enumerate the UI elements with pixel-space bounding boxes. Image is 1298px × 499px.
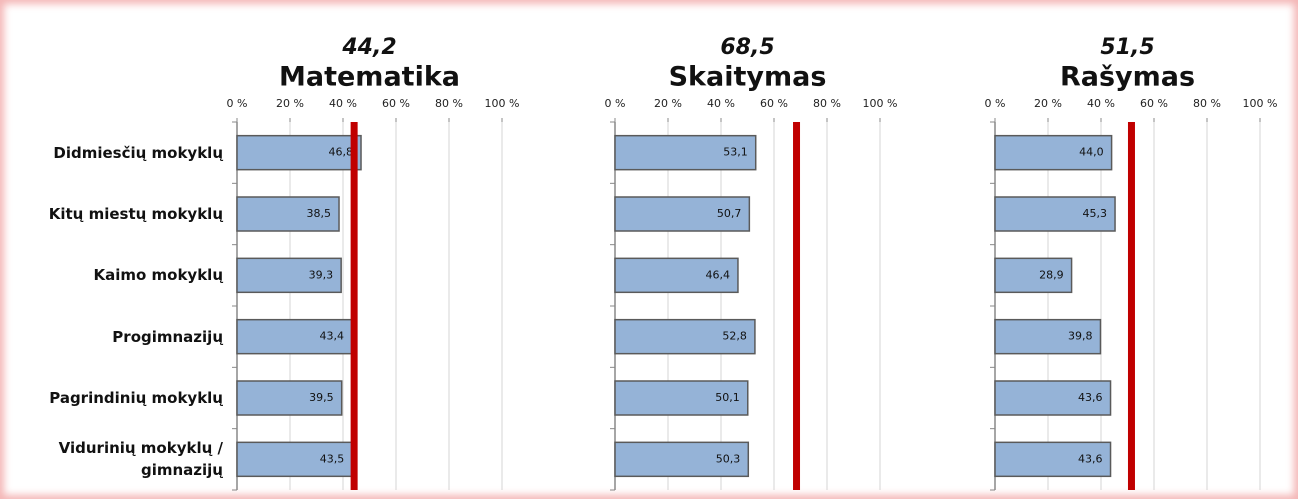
bar xyxy=(236,196,340,232)
value-label: 50,7 xyxy=(717,207,742,220)
value-label: 43,4 xyxy=(320,330,345,343)
value-label: 44,0 xyxy=(1079,146,1104,159)
category-label: Didmiesčių mokyklų xyxy=(53,143,223,162)
reference-label: 51,5 xyxy=(1100,35,1154,60)
bar xyxy=(994,380,1112,416)
x-tick-label: 100 % xyxy=(1243,97,1278,110)
category-label: Vidurinių mokyklų / gimnazijų xyxy=(58,439,223,480)
reference-label: 68,5 xyxy=(720,35,774,60)
category-label: Kaimo mokyklų xyxy=(93,266,223,285)
value-label: 28,9 xyxy=(1039,268,1064,281)
bar xyxy=(236,318,353,355)
value-label: 39,3 xyxy=(309,268,334,281)
bar xyxy=(614,441,750,478)
bar xyxy=(236,380,343,416)
value-label: 43,6 xyxy=(1078,452,1103,465)
value-label: 43,6 xyxy=(1078,391,1103,404)
x-tick-label: 60 % xyxy=(382,97,410,110)
bar xyxy=(236,257,342,294)
value-label: 52,8 xyxy=(722,330,747,343)
x-tick-label: 20 % xyxy=(1034,97,1062,110)
x-tick-label: 20 % xyxy=(276,97,304,110)
x-tick-label: 20 % xyxy=(654,97,682,110)
bar xyxy=(614,380,749,416)
x-tick-label: 0 % xyxy=(605,97,626,110)
bar xyxy=(236,134,362,171)
x-tick-label: 100 % xyxy=(485,97,520,110)
x-tick-label: 40 % xyxy=(329,97,357,110)
value-label: 43,5 xyxy=(320,452,345,465)
value-label: 46,8 xyxy=(329,146,354,159)
value-label: 39,8 xyxy=(1068,330,1093,343)
chart-title: Skaitymas xyxy=(669,62,827,93)
bar xyxy=(994,441,1112,478)
reference-label: 44,2 xyxy=(341,35,396,60)
bar xyxy=(614,318,756,355)
chart-title: Matematika xyxy=(279,62,460,93)
x-tick-label: 0 % xyxy=(985,97,1006,110)
bar xyxy=(236,441,354,478)
value-label: 50,1 xyxy=(715,391,740,404)
value-label: 50,3 xyxy=(716,452,741,465)
bar xyxy=(614,257,739,294)
bar xyxy=(994,318,1102,355)
value-label: 45,3 xyxy=(1083,207,1108,220)
bar xyxy=(994,134,1113,171)
category-label: Progimnazijų xyxy=(112,327,223,346)
value-label: 38,5 xyxy=(307,207,332,220)
bar xyxy=(614,196,751,232)
value-label: 53,1 xyxy=(723,146,748,159)
category-label: Pagrindinių mokyklų xyxy=(49,389,223,407)
x-tick-label: 0 % xyxy=(227,97,248,110)
x-tick-label: 40 % xyxy=(1087,97,1115,110)
category-label: Kitų miestų mokyklų xyxy=(48,205,223,223)
x-tick-label: 60 % xyxy=(760,97,788,110)
x-tick-label: 100 % xyxy=(863,97,898,110)
value-label: 39,5 xyxy=(309,391,334,404)
value-label: 46,4 xyxy=(705,268,730,281)
x-tick-label: 80 % xyxy=(813,97,841,110)
x-tick-label: 60 % xyxy=(1140,97,1168,110)
bar xyxy=(614,134,757,171)
bar xyxy=(994,196,1116,232)
x-tick-label: 80 % xyxy=(1193,97,1221,110)
x-tick-label: 80 % xyxy=(435,97,463,110)
x-tick-label: 40 % xyxy=(707,97,735,110)
chart-title: Rašymas xyxy=(1060,62,1195,93)
bar xyxy=(994,257,1073,294)
